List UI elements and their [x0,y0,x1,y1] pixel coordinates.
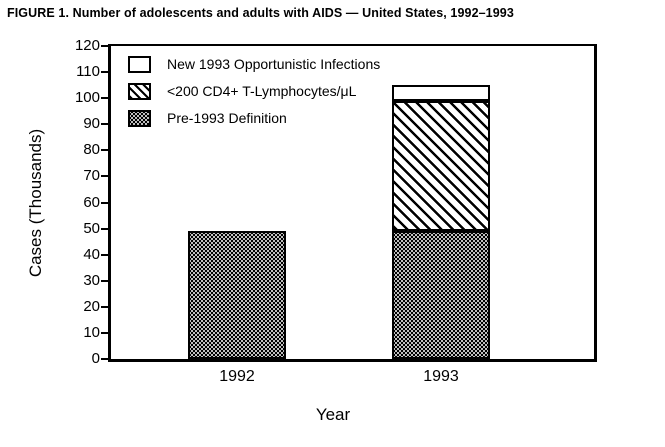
figure-title: FIGURE 1. Number of adolescents and adul… [7,6,514,20]
bar-segment-stipple [392,231,490,359]
legend-label: <200 CD4+ T-Lymphocytes/μL [167,83,357,99]
legend-label: New 1993 Opportunistic Infections [167,56,381,72]
legend-swatch-plain-icon [128,55,151,73]
legend-swatch-hatch-icon [128,82,151,100]
y-tick-mark [101,331,108,334]
y-tick-label: 20 [83,297,100,315]
y-tick-label: 80 [83,141,100,159]
y-tick-mark [101,45,108,47]
y-tick-mark [101,97,108,100]
bar-segment-plain [392,85,490,101]
y-tick-label: 40 [83,245,100,263]
y-tick-mark [101,279,108,282]
y-tick-label: 100 [74,89,100,107]
legend: New 1993 Opportunistic Infections <200 C… [128,55,380,136]
legend-entry-pre-1993: Pre-1993 Definition [128,109,380,127]
legend-entry-new-1993-oi: New 1993 Opportunistic Infections [128,55,380,73]
y-tick-label: 60 [83,193,100,211]
legend-label: Pre-1993 Definition [167,110,287,126]
bar-segment-stipple [188,231,286,359]
y-tick-mark [101,71,108,74]
y-tick-mark [101,175,108,178]
y-tick-label: 90 [83,115,100,133]
y-tick-label: 30 [83,271,100,289]
legend-entry-cd4: <200 CD4+ T-Lymphocytes/μL [128,82,380,100]
x-axis-label: Year [315,405,351,424]
y-tick-mark [101,227,108,230]
x-tick-label: 1993 [423,368,459,385]
y-tick-mark [101,305,108,308]
y-tick-mark [101,149,108,152]
bar-segment-hatch [392,100,490,232]
y-axis-label: Cases (Thousands) [26,128,45,278]
y-tick-label: 50 [83,219,100,237]
y-tick-label: 0 [91,350,100,367]
y-tick-mark [101,253,108,256]
y-tick-label: 10 [83,323,100,341]
y-tick-label: 70 [83,167,100,185]
y-tick-label: 120 [74,37,100,54]
y-tick-mark [101,123,108,126]
y-tick-mark [101,201,108,204]
legend-swatch-stipple-icon [128,109,151,127]
x-tick-label: 1992 [219,368,255,385]
y-tick-label: 110 [76,63,100,81]
y-tick-mark [101,358,108,360]
